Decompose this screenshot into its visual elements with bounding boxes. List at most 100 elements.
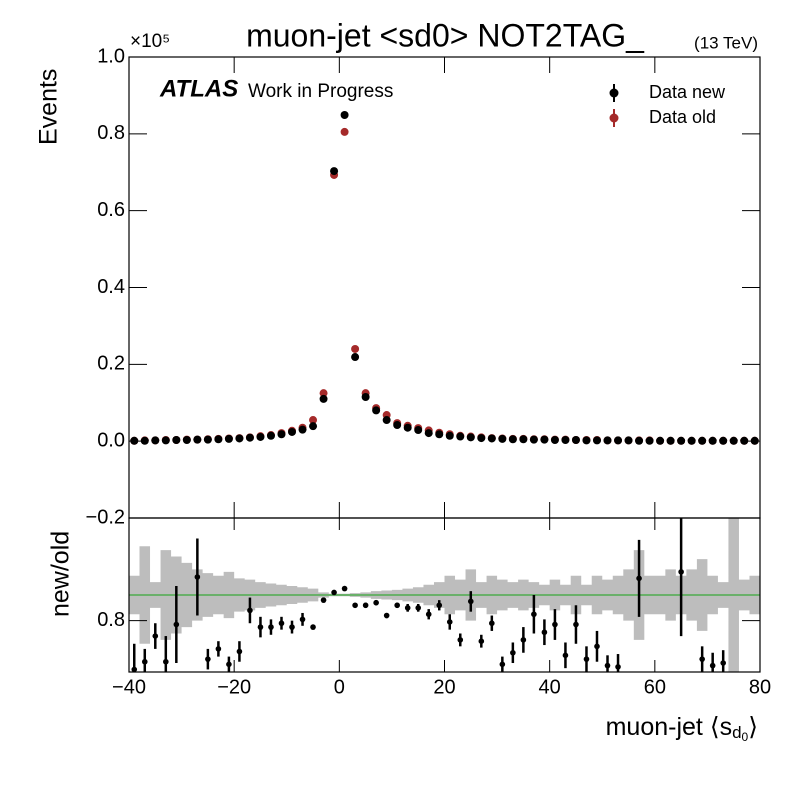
x-label-main: muon-jet ⟨s: [606, 713, 732, 741]
status-label: Work in Progress: [248, 81, 393, 102]
y-tick-label: 0.0: [97, 429, 125, 451]
ratio-point: [436, 602, 443, 609]
ratio-point: [541, 629, 548, 636]
data-point: [561, 436, 570, 445]
data-point: [298, 425, 307, 434]
ratio-point: [152, 633, 159, 639]
ratio-point: [720, 660, 726, 666]
ratio-point: [173, 621, 180, 628]
ratio-point: [257, 624, 264, 630]
ratio-tick-label: 0.8: [97, 609, 125, 631]
data-point: [414, 426, 423, 435]
ratio-point: [331, 589, 337, 596]
data-point: [529, 435, 538, 444]
ratio-group: [131, 518, 726, 672]
x-label-subsub: 0: [742, 730, 749, 744]
data-point: [456, 432, 465, 441]
x-label-end: ⟩: [748, 713, 758, 741]
data-point: [161, 436, 170, 445]
ratio-axis-label: new/old: [47, 531, 75, 617]
y-tick-label: 0.2: [97, 353, 125, 375]
ratio-point: [226, 661, 232, 668]
data-point: [614, 436, 623, 445]
y-tick-label: −0.2: [86, 506, 125, 528]
ratio-point: [215, 646, 222, 652]
data-point: [309, 416, 318, 425]
data-point: [245, 433, 254, 442]
ratio-point: [373, 599, 379, 606]
energy-label: (13 TeV): [694, 33, 758, 52]
data-point: [635, 436, 644, 445]
ratio-point: [310, 624, 316, 630]
legend-marker: [609, 113, 619, 123]
data-point: [151, 436, 160, 445]
data-point: [592, 436, 601, 445]
data-point: [266, 431, 275, 440]
ratio-point: [604, 662, 611, 669]
data-point: [719, 436, 728, 445]
data-point: [340, 127, 349, 136]
ratio-point: [341, 585, 348, 592]
y-tick-label: 0.6: [97, 199, 125, 221]
points-group: [130, 111, 759, 445]
ratio-point: [615, 664, 621, 670]
ratio-point: [425, 611, 432, 618]
ratio-point: [489, 620, 495, 627]
ratio-point: [383, 612, 390, 619]
data-point: [351, 353, 360, 362]
ratio-point: [636, 575, 642, 582]
ratio-point: [278, 620, 285, 627]
ratio-point: [236, 648, 243, 655]
data-point: [466, 433, 475, 442]
y-axis-label: Events: [35, 69, 63, 145]
ratio-point: [446, 619, 453, 625]
data-point: [319, 394, 328, 403]
ratio-point: [131, 666, 138, 672]
ratio-point: [457, 637, 464, 643]
x-tick-label: 60: [644, 676, 666, 698]
ratio-point: [699, 656, 705, 662]
data-point: [372, 406, 381, 415]
data-point: [330, 167, 339, 176]
data-point: [656, 436, 665, 445]
ratio-point: [352, 602, 358, 609]
x-label-sub: d: [732, 723, 741, 742]
data-point: [677, 436, 686, 445]
data-point: [498, 434, 507, 443]
x-tick-label: 0: [334, 676, 345, 698]
data-point: [603, 436, 612, 445]
data-point: [361, 392, 370, 401]
axis-multiplier: ×10⁵: [130, 31, 170, 52]
data-point: [224, 434, 233, 443]
data-point: [571, 436, 580, 445]
data-point: [424, 429, 433, 438]
ratio-point: [362, 602, 369, 609]
ratio-point: [163, 658, 169, 665]
ratio-point: [320, 597, 327, 603]
ratio-point: [404, 605, 411, 611]
ratio-point: [531, 611, 537, 618]
data-point: [708, 436, 717, 445]
data-point: [340, 111, 349, 120]
ratio-point: [510, 649, 516, 656]
data-point: [645, 436, 654, 445]
ratio-point: [205, 656, 211, 662]
y-tick-label: 0.8: [97, 122, 125, 144]
ratio-point: [552, 621, 558, 628]
data-point: [687, 436, 696, 445]
data-point: [319, 389, 328, 398]
data-point: [288, 427, 297, 436]
data-point: [477, 434, 486, 443]
data-point: [182, 436, 191, 445]
ratio-point: [247, 607, 253, 614]
legend-marker: [609, 88, 619, 98]
ratio-point: [678, 569, 684, 575]
data-point: [698, 436, 707, 445]
data-point: [435, 430, 444, 439]
x-tick-label: −20: [217, 676, 251, 698]
data-point: [203, 435, 212, 444]
ratio-point: [194, 574, 201, 580]
data-point: [214, 435, 223, 444]
data-point: [277, 430, 286, 439]
